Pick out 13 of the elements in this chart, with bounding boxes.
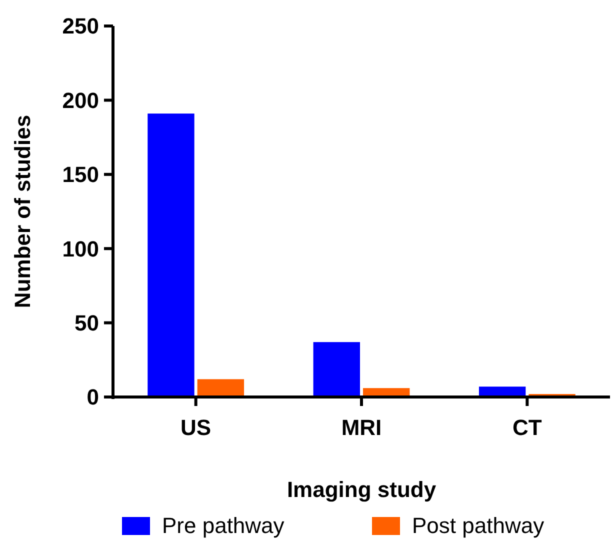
y-tick-label: 250 bbox=[62, 14, 99, 39]
y-tick-label: 100 bbox=[62, 236, 99, 262]
y-tick-label: 50 bbox=[74, 310, 99, 336]
legend-label: Pre pathway bbox=[162, 513, 284, 538]
y-axis-title: Number of studies bbox=[10, 114, 35, 308]
x-axis-title: Imaging study bbox=[286, 477, 437, 502]
legend-label: Post pathway bbox=[412, 513, 544, 538]
x-tick-label: US bbox=[180, 415, 212, 440]
y-tick-label: 200 bbox=[62, 88, 99, 113]
x-tick-label: CT bbox=[512, 415, 542, 440]
y-tick-label: 150 bbox=[62, 162, 99, 188]
x-tick-label: MRI bbox=[341, 415, 382, 440]
y-tick-label: 0 bbox=[86, 384, 99, 410]
